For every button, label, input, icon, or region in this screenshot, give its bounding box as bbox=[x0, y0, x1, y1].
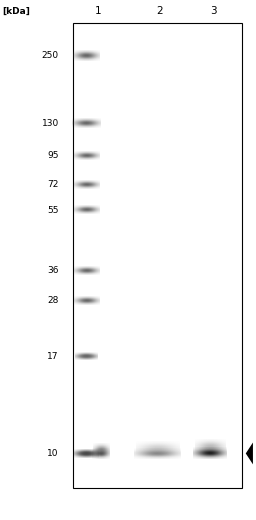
Text: 1: 1 bbox=[95, 6, 102, 17]
Text: 36: 36 bbox=[47, 266, 59, 275]
Text: 28: 28 bbox=[48, 296, 59, 305]
Polygon shape bbox=[246, 443, 253, 464]
Text: 10: 10 bbox=[47, 449, 59, 458]
Text: 3: 3 bbox=[210, 6, 217, 17]
Text: 2: 2 bbox=[157, 6, 163, 17]
Text: 72: 72 bbox=[48, 180, 59, 189]
Text: 17: 17 bbox=[47, 352, 59, 361]
Text: 95: 95 bbox=[47, 151, 59, 161]
Text: [kDa]: [kDa] bbox=[3, 7, 30, 16]
Bar bbox=[73, 23, 242, 488]
Text: 130: 130 bbox=[42, 119, 59, 128]
Text: 55: 55 bbox=[47, 205, 59, 215]
Text: 250: 250 bbox=[42, 51, 59, 60]
